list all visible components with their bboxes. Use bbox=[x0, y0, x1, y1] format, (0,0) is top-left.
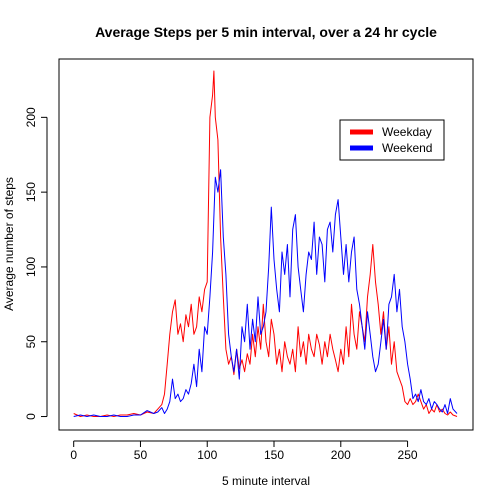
x-axis: 0 50 100 150 200 250 bbox=[70, 440, 418, 462]
series-line-weekday bbox=[73, 70, 458, 417]
y-axis: 0 50 100 150 200 bbox=[24, 107, 48, 420]
y-tick-label: 0 bbox=[24, 413, 38, 420]
series-line-weekend bbox=[73, 169, 458, 417]
y-tick-label: 200 bbox=[24, 107, 38, 127]
x-tick-label: 100 bbox=[197, 448, 217, 462]
y-tick-label: 50 bbox=[24, 335, 38, 349]
y-tick-label: 150 bbox=[24, 182, 38, 202]
x-tick-label: 0 bbox=[70, 448, 77, 462]
legend-box bbox=[339, 119, 445, 161]
legend-label-weekday: Weekday bbox=[382, 125, 432, 139]
x-tick-label: 200 bbox=[331, 448, 351, 462]
x-tick-label: 250 bbox=[398, 448, 418, 462]
chart-title: Average Steps per 5 min interval, over a… bbox=[95, 24, 437, 40]
x-axis-title: 5 minute interval bbox=[222, 474, 310, 488]
y-tick-label: 100 bbox=[24, 257, 38, 277]
legend: Weekday Weekend bbox=[339, 119, 445, 161]
y-axis-title: Average number of steps bbox=[2, 177, 16, 311]
series-layer bbox=[73, 70, 458, 417]
plot-frame bbox=[58, 58, 474, 431]
legend-label-weekend: Weekend bbox=[382, 141, 432, 155]
x-tick-label: 150 bbox=[264, 448, 284, 462]
x-tick-label: 50 bbox=[134, 448, 148, 462]
